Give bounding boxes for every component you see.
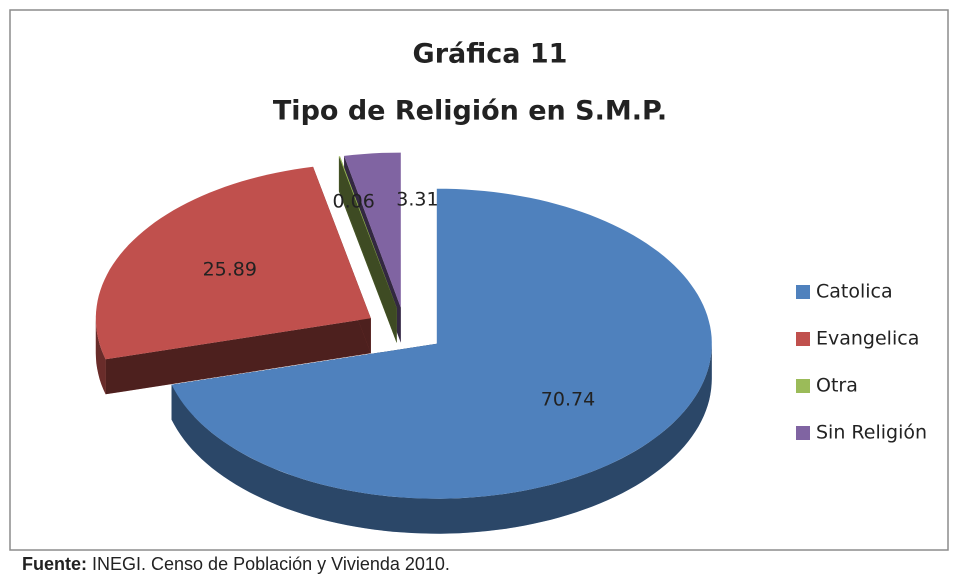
data-label: 3.31 [396, 188, 438, 210]
slice-side-shade [171, 343, 712, 534]
slice [95, 166, 371, 360]
slice-side-shade [339, 156, 397, 343]
slice [344, 152, 401, 308]
data-label: 70.74 [541, 389, 595, 411]
chart-subtitle: Tipo de Religión en S.M.P. [273, 96, 667, 127]
data-label: 25.89 [203, 259, 257, 281]
legend-label: Sin Religión [816, 422, 927, 444]
legend-swatch [796, 332, 810, 346]
footer-text: INEGI. Censo de Población y Vivienda 201… [92, 554, 450, 574]
legend-swatch [796, 379, 810, 393]
footer-label: Fuente: [22, 554, 87, 574]
legend-label: Evangelica [816, 328, 919, 350]
footer: Fuente: INEGI. Censo de Población y Vivi… [22, 554, 450, 574]
slice-side [95, 318, 106, 395]
slice [171, 188, 712, 499]
legend-label: Catolica [816, 281, 893, 303]
chart-title: Gráfica 11 [413, 39, 568, 70]
legend-swatch [796, 426, 810, 440]
data-label: 0.06 [333, 191, 375, 213]
slice-side [171, 343, 712, 534]
slice-side-shade [105, 318, 371, 395]
legend-swatch [796, 285, 810, 299]
legend-label: Otra [816, 375, 858, 397]
slice-side-shade [95, 318, 106, 395]
slice [338, 156, 397, 308]
